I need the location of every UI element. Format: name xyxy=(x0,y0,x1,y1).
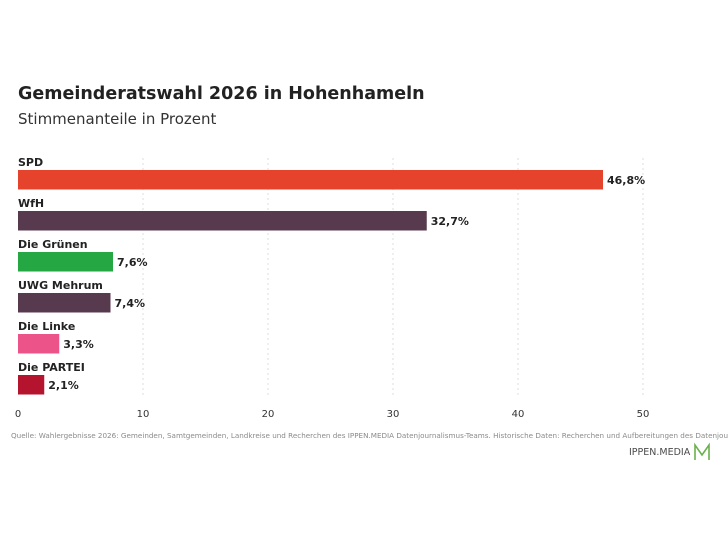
category-label: Die Linke xyxy=(18,320,75,333)
data-label: 3,3% xyxy=(63,338,94,351)
category-label: WfH xyxy=(18,197,44,210)
x-tick-label: 40 xyxy=(512,409,525,420)
category-label: Die PARTEI xyxy=(18,361,85,374)
bar xyxy=(18,293,111,313)
bar xyxy=(18,334,60,354)
data-label: 46,8% xyxy=(607,174,645,187)
logo-text: IPPEN.MEDIA xyxy=(629,446,691,458)
chart-subtitle: Stimmenanteile in Prozent xyxy=(18,110,217,128)
bar-group: Die Linke 3,3% xyxy=(18,320,94,354)
category-label: UWG Mehrum xyxy=(18,279,103,292)
bars: SPD 46,8% WfH 32,7% Die Grünen 7,6% UWG Mehrum… xyxy=(18,156,645,395)
bar-group: UWG Mehrum 7,4% xyxy=(18,279,145,313)
data-label: 7,4% xyxy=(115,297,146,310)
logo-m-icon xyxy=(694,442,711,460)
bar-group: Die PARTEI 2,1% xyxy=(18,361,85,395)
x-tick-label: 20 xyxy=(262,409,275,420)
category-label: SPD xyxy=(18,156,43,169)
data-label: 32,7% xyxy=(431,215,469,228)
bar-group: SPD 46,8% xyxy=(18,156,645,190)
bar-group: Die Grünen 7,6% xyxy=(18,238,148,272)
x-tick-label: 0 xyxy=(15,409,21,420)
x-axis: 0 10 20 30 40 50 xyxy=(15,409,650,420)
bar xyxy=(18,252,113,272)
data-label: 7,6% xyxy=(117,256,148,269)
category-label: Die Grünen xyxy=(18,238,88,251)
gridlines xyxy=(142,158,644,398)
bar xyxy=(18,170,603,190)
bar xyxy=(18,375,45,395)
data-label: 2,1% xyxy=(48,379,79,392)
bar-group: WfH 32,7% xyxy=(18,197,469,231)
x-tick-label: 50 xyxy=(637,409,650,420)
x-tick-label: 30 xyxy=(387,409,400,420)
x-tick-label: 10 xyxy=(137,409,150,420)
source-note: Quelle: Wahlergebnisse 2026: Gemeinden, … xyxy=(11,431,728,440)
chart-title: Gemeinderatswahl 2026 in Hohenhameln xyxy=(18,84,425,104)
bar-chart: SPD 46,8% WfH 32,7% Die Grünen 7,6% UWG Mehrum… xyxy=(15,156,650,420)
publisher-logo: IPPEN.MEDIA xyxy=(629,441,711,463)
bar xyxy=(18,211,427,231)
